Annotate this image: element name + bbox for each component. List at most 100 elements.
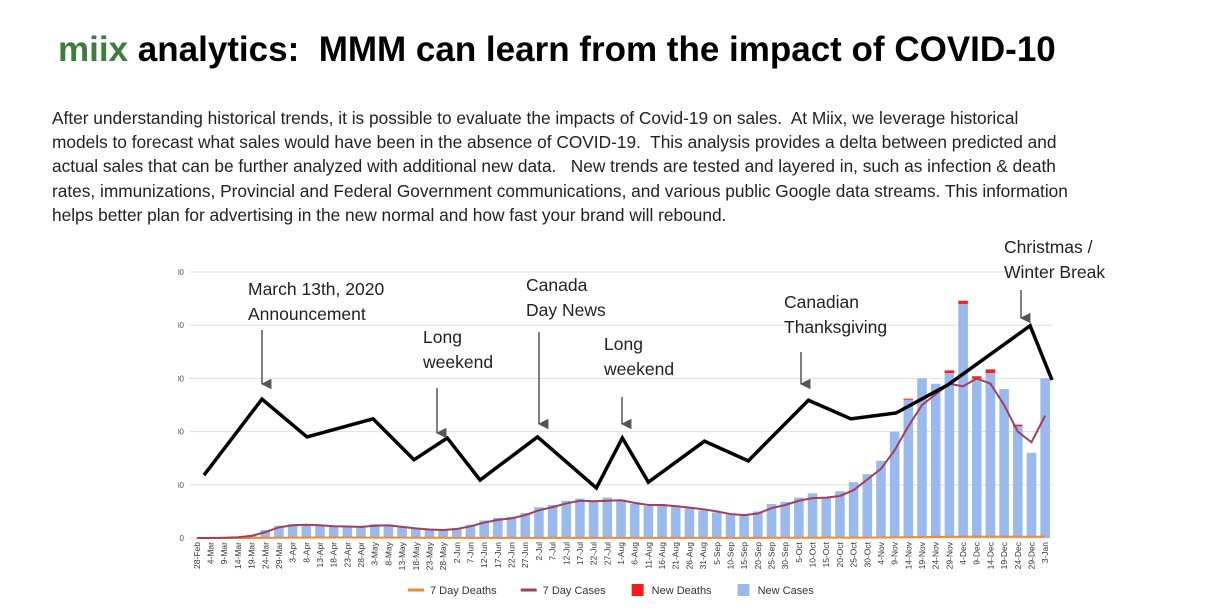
x-tick-label: 22-Jul — [589, 542, 599, 565]
bar — [369, 524, 380, 538]
bar — [657, 503, 667, 538]
x-tick-label: 4-Mar — [206, 542, 216, 564]
x-tick-label: 1-Aug — [616, 542, 626, 565]
x-tick-label: 9-Nov — [890, 541, 900, 564]
x-tick-label: 30-Oct — [862, 541, 872, 567]
bar — [985, 369, 996, 374]
x-tick-label: 5-Oct — [794, 541, 804, 562]
x-tick-label: 4-Dec — [958, 541, 968, 564]
bar — [479, 520, 489, 538]
x-tick-label: 14-Nov — [903, 541, 913, 569]
x-tick-label: 8-May — [383, 541, 393, 565]
annotation: Long weekend — [603, 334, 674, 379]
bar — [698, 510, 708, 538]
x-tick-label: 18-Apr — [329, 542, 339, 568]
x-tick-label: 28-May — [438, 541, 448, 570]
x-tick-label: 30-Sep — [780, 542, 790, 570]
bar — [944, 373, 955, 538]
bar — [903, 399, 914, 538]
bar — [944, 370, 955, 374]
x-tick-label: 13-May — [397, 541, 407, 570]
annotation: Christmas / Winter Break — [1004, 237, 1105, 282]
bar — [876, 460, 886, 538]
bar — [1026, 452, 1037, 538]
x-tick-label: 24-Mar — [260, 542, 270, 569]
bar — [356, 526, 366, 538]
x-tick-label: 17-Jun — [493, 542, 503, 568]
bar — [794, 497, 804, 538]
brand: miix — [58, 30, 129, 69]
x-tick-label: 23-Apr — [342, 542, 352, 568]
title: miix analytics: MMM can learn from the i… — [58, 30, 1056, 70]
x-tick-label: 12-Jul — [561, 542, 571, 565]
y-tick-label: 5000 — [166, 268, 184, 277]
bar — [807, 493, 818, 538]
bar — [493, 517, 503, 538]
bar — [821, 497, 832, 538]
legend-swatch — [631, 584, 644, 596]
bar — [835, 491, 845, 538]
bar — [575, 498, 585, 538]
bar — [766, 503, 777, 538]
bar — [903, 398, 914, 400]
x-tick-label: 3-Apr — [288, 542, 298, 563]
x-tick-label: 22-Jun — [507, 542, 517, 568]
x-tick-label: 20-Oct — [835, 541, 845, 567]
x-tick-label: 17-Jul — [575, 542, 585, 565]
bar — [342, 525, 353, 538]
bar — [862, 474, 873, 538]
y-tick-label: 2000 — [166, 428, 184, 437]
bar — [985, 373, 996, 538]
bar — [999, 389, 1009, 538]
y-tick-label: 4000 — [166, 321, 184, 330]
x-tick-label: 20-Sep — [753, 542, 763, 570]
bar — [889, 431, 900, 538]
bar — [547, 505, 558, 538]
x-tick-label: 14-Mar — [233, 542, 243, 569]
bar — [917, 378, 927, 538]
bar — [287, 524, 298, 538]
bar — [424, 529, 435, 538]
x-tick-label: 9-Dec — [972, 541, 982, 564]
title-text: analytics: MMM can learn from the impact… — [137, 30, 1056, 69]
bar — [1040, 378, 1050, 538]
x-tick-label: 24-Nov — [931, 541, 941, 569]
annotation: Canadian Thanksgiving — [784, 292, 887, 337]
x-tick-label: 16-Aug — [657, 542, 667, 570]
x-tick-label: 21-Aug — [671, 542, 681, 570]
bar — [684, 508, 695, 538]
x-tick-label: 14-Dec — [985, 541, 995, 569]
bar — [711, 512, 722, 538]
annotation: March 13th, 2020 Announcement — [248, 279, 384, 324]
bar — [971, 378, 982, 538]
x-tick-label: 2-Jun — [452, 542, 462, 564]
bar — [643, 506, 654, 538]
bar — [780, 501, 790, 538]
x-tick-label: 29-Dec — [1026, 541, 1036, 569]
legend-swatch — [737, 584, 750, 596]
bar — [1013, 424, 1023, 427]
x-tick-label: 24-Dec — [1013, 541, 1023, 569]
bar — [739, 515, 749, 538]
bar — [753, 511, 763, 538]
line-series — [196, 377, 1047, 539]
paragraph-line: models to forecast what sales would have… — [52, 132, 1057, 153]
x-tick-label: 28-Feb — [192, 542, 202, 569]
x-tick-label: 15-Sep — [739, 542, 749, 570]
bar — [930, 383, 941, 538]
annotation: Long weekend — [422, 327, 493, 372]
overlay-line — [202, 323, 1054, 491]
x-tick-label: 19-Nov — [917, 541, 927, 569]
y-tick-label: 1000 — [166, 481, 184, 490]
x-tick-label: 28-Apr — [356, 542, 366, 568]
bar — [588, 500, 599, 538]
x-tick-label: 11-Aug — [643, 542, 653, 569]
x-tick-label: 18-May — [411, 541, 421, 570]
paragraph-line: helps better plan for advertising in the… — [52, 204, 727, 225]
bar — [397, 527, 407, 538]
y-tick-label: 0 — [180, 534, 185, 543]
bar — [616, 499, 626, 538]
line-series — [196, 535, 1046, 539]
x-tick-label: 27-Jul — [602, 542, 612, 565]
